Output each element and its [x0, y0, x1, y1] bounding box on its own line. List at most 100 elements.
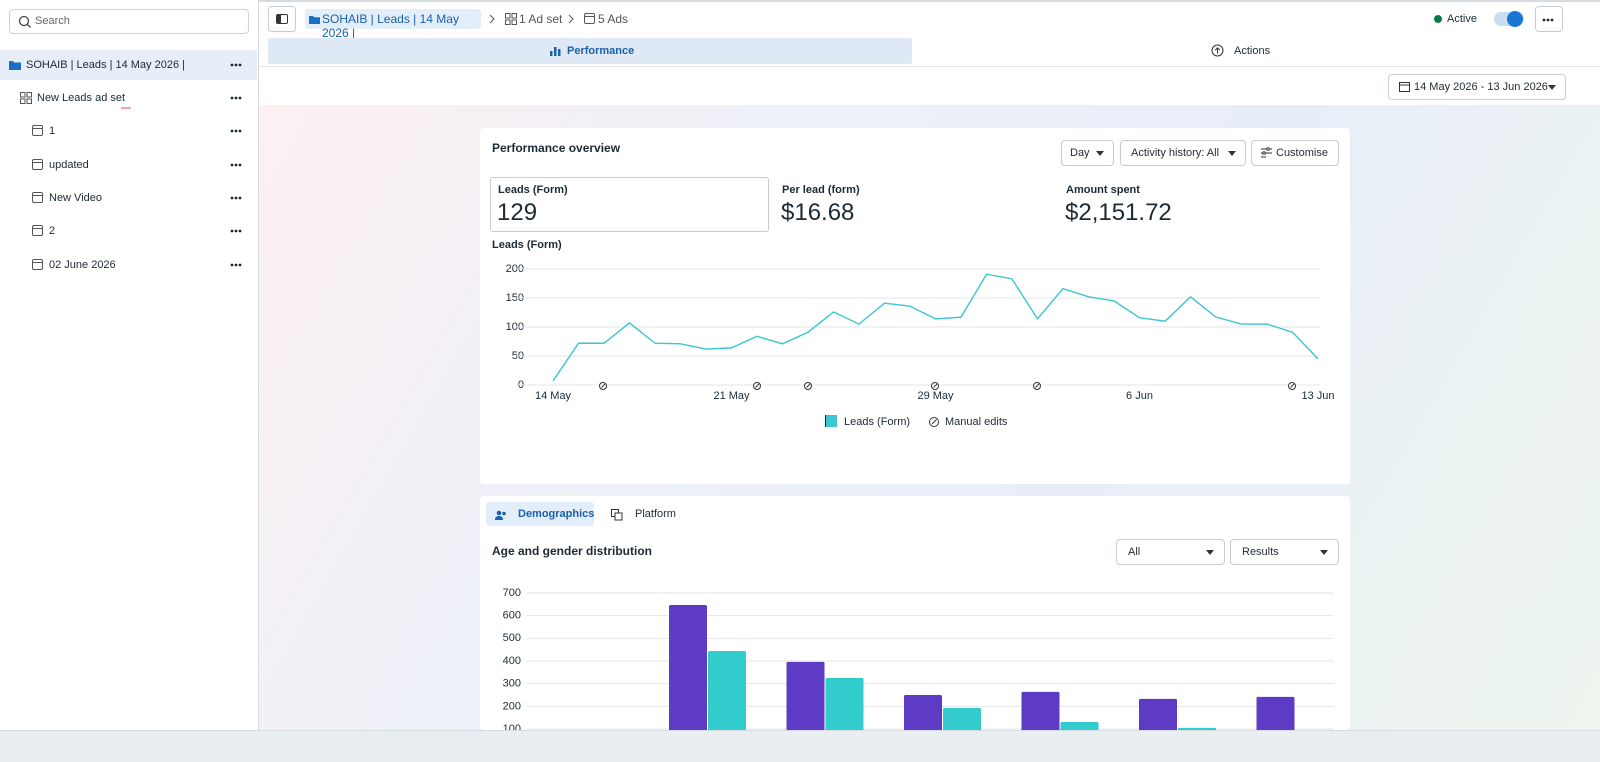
more-icon[interactable]: [230, 229, 242, 233]
dots: [230, 263, 242, 267]
calendar-icon: [1399, 82, 1410, 92]
ad-icon: [32, 159, 43, 170]
bottom-bar: [0, 730, 1600, 762]
dots: [230, 129, 242, 133]
customise-button[interactable]: Customise: [1251, 140, 1339, 166]
adset-icon: [505, 13, 517, 25]
settings-icon: [1261, 147, 1272, 158]
toggle-knob: [1507, 11, 1523, 27]
legend-icon: [929, 417, 939, 427]
more-button[interactable]: [1535, 6, 1563, 32]
y-tick-label: 400: [503, 655, 521, 667]
search-box[interactable]: Search: [9, 9, 249, 34]
manual-edit-icon: [1290, 383, 1295, 388]
dropdown[interactable]: Activity history: All: [1120, 140, 1246, 166]
legend-label: Leads (Form): [844, 416, 910, 428]
toggle[interactable]: [1494, 11, 1524, 27]
caret: [1228, 151, 1236, 156]
breadcrumb-text: SOHAIB | Leads | 14 May 2026 |: [322, 12, 459, 40]
breadcrumb-campaign[interactable]: SOHAIB | Leads | 14 May 2026 |: [305, 9, 481, 40]
dropdown[interactable]: Results: [1230, 539, 1339, 565]
tree-item[interactable]: updated: [0, 150, 257, 180]
tree-label: New Video: [49, 192, 102, 204]
dropdown[interactable]: Day: [1061, 140, 1114, 166]
dots: [230, 229, 242, 233]
folder-icon: [9, 61, 21, 70]
tab-demographics[interactable]: Demographics: [486, 502, 594, 526]
bar: [825, 678, 864, 730]
y-tick-label: 100: [506, 321, 524, 333]
more-icon[interactable]: [230, 263, 242, 267]
ad-icon: [32, 225, 43, 236]
legend-icon: [931, 419, 937, 425]
bar: [1060, 722, 1099, 730]
ad-glyph: [32, 159, 43, 170]
breadcrumb-ads[interactable]: 5 Ads: [598, 12, 629, 26]
card-title: Performance overview: [492, 141, 621, 155]
ad-glyph: [32, 259, 43, 270]
dots: [1542, 18, 1554, 22]
dropdown[interactable]: All: [1116, 539, 1225, 565]
date-picker[interactable]: 14 May 2026 - 13 Jun 2026: [1388, 74, 1566, 100]
bar: [708, 651, 746, 730]
tab-performance[interactable]: Performance: [268, 38, 912, 64]
bar: [669, 605, 707, 730]
tree-item[interactable]: 1: [0, 116, 257, 146]
y-tick-label: 700: [503, 587, 521, 599]
tree-label: 2: [49, 225, 56, 237]
tab-label: Performance: [567, 45, 635, 57]
tree-label: 02 June 2026: [49, 259, 116, 271]
breadcrumb-adset[interactable]: 1 Ad set: [519, 12, 563, 26]
panel-icon: [276, 14, 288, 24]
panel-toggle[interactable]: [268, 6, 296, 32]
y-tick-label: 150: [506, 292, 524, 304]
legend-label: Manual edits: [945, 416, 1008, 428]
y-tick-label: 200: [506, 263, 524, 275]
caret: [1548, 85, 1556, 90]
y-tick-label: 500: [503, 632, 521, 644]
tree-item[interactable]: SOHAIB | Leads | 14 May 2026 |: [0, 50, 257, 80]
more-icon[interactable]: [230, 163, 242, 167]
legend-swatch: [825, 415, 837, 427]
platform-icon: [611, 509, 623, 521]
tree-label: updated: [49, 159, 89, 171]
caret: [1096, 151, 1104, 156]
dots: [230, 196, 242, 200]
manual-edit-icon: [601, 383, 606, 388]
tab-platform[interactable]: Platform: [635, 508, 676, 520]
ad-icon: [584, 13, 595, 24]
bar: [904, 695, 942, 730]
adset-icon: [20, 92, 32, 104]
x-tick-label: 14 May: [535, 390, 572, 402]
more-icon[interactable]: [230, 129, 242, 133]
tree-item[interactable]: 02 June 2026: [0, 250, 257, 280]
ad-icon: [32, 192, 43, 203]
tree-item[interactable]: New Video: [0, 183, 257, 213]
date-range: 14 May 2026 - 13 Jun 2026: [1414, 81, 1548, 93]
more-icon: [1542, 18, 1554, 22]
bar: [1178, 727, 1216, 730]
dropdown-label: All: [1128, 546, 1141, 558]
tree-item[interactable]: New Leads ad set: [0, 83, 257, 113]
dropdown-label: Day: [1070, 147, 1090, 159]
tab-actions[interactable]: Actions: [1234, 45, 1271, 57]
tree-item[interactable]: 2: [0, 216, 257, 246]
chart-title: Leads (Form): [492, 239, 562, 251]
series-line: [552, 273, 1319, 382]
status-dot: [1434, 15, 1442, 23]
search-placeholder: Search: [35, 15, 70, 27]
bar: [1021, 691, 1060, 730]
metric-value: $16.68: [781, 199, 855, 226]
actions-icon: [1211, 44, 1224, 57]
more-icon[interactable]: [230, 96, 242, 100]
bar: [943, 707, 981, 730]
section-title: Age and gender distribution: [492, 544, 653, 558]
more-icon[interactable]: [230, 63, 242, 67]
ad-glyph: [32, 192, 43, 203]
bar-chart: 100 200 300 400 500 600 700: [503, 587, 1334, 730]
tree-label: 1: [49, 125, 56, 137]
metric-box-selected[interactable]: [490, 177, 769, 232]
ad-glyph: [584, 13, 595, 24]
bar: [1256, 696, 1295, 730]
more-icon[interactable]: [230, 196, 242, 200]
